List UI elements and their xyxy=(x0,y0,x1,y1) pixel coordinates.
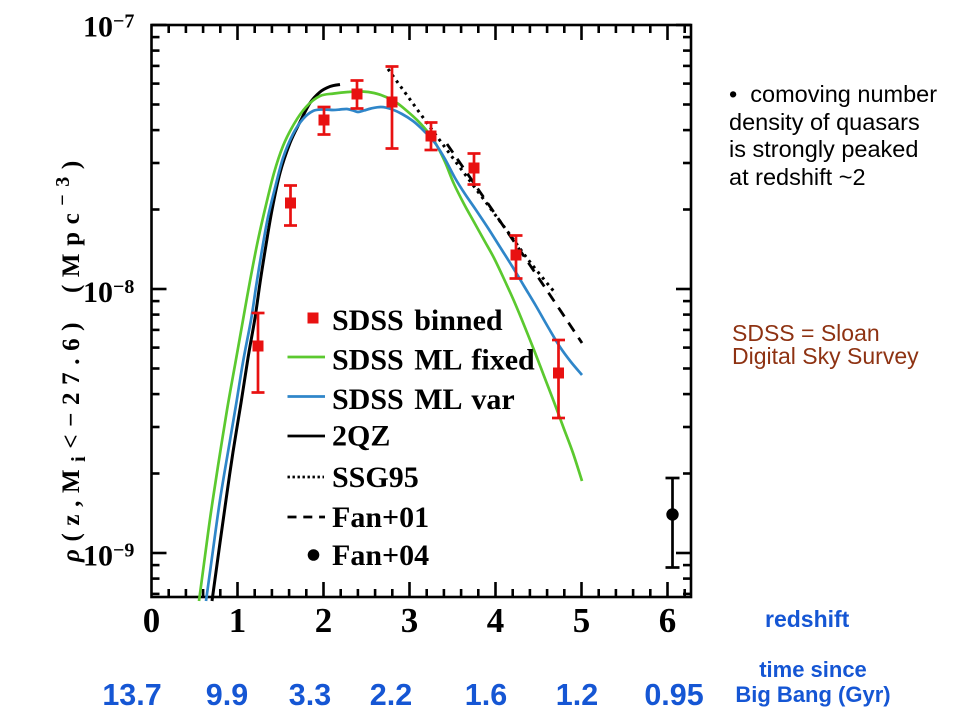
svg-text:10−9: 10−9 xyxy=(83,540,134,573)
svg-text:2: 2 xyxy=(315,601,333,640)
svg-text:10−8: 10−8 xyxy=(83,276,134,309)
svg-text:3: 3 xyxy=(401,601,419,640)
svg-text:6: 6 xyxy=(659,601,677,640)
svg-text:Fan+04: Fan+04 xyxy=(332,539,429,572)
svg-text:SDSS binned: SDSS binned xyxy=(332,304,503,337)
svg-text:2QZ: 2QZ xyxy=(332,420,390,453)
svg-text:SDSS ML var: SDSS ML var xyxy=(332,383,515,416)
svg-text:ρ(z,Mi<−27.6) (Mpc−3): ρ(z,Mi<−27.6) (Mpc−3) xyxy=(52,153,90,563)
svg-text:SSG95: SSG95 xyxy=(332,461,419,494)
svg-text:SDSS ML fixed: SDSS ML fixed xyxy=(332,344,535,377)
svg-text:1: 1 xyxy=(229,601,247,640)
svg-text:Fan+01: Fan+01 xyxy=(332,501,429,534)
svg-text:10−7: 10−7 xyxy=(83,11,134,44)
svg-text:5: 5 xyxy=(573,601,591,640)
svg-text:0: 0 xyxy=(143,601,161,640)
svg-text:4: 4 xyxy=(487,601,505,640)
